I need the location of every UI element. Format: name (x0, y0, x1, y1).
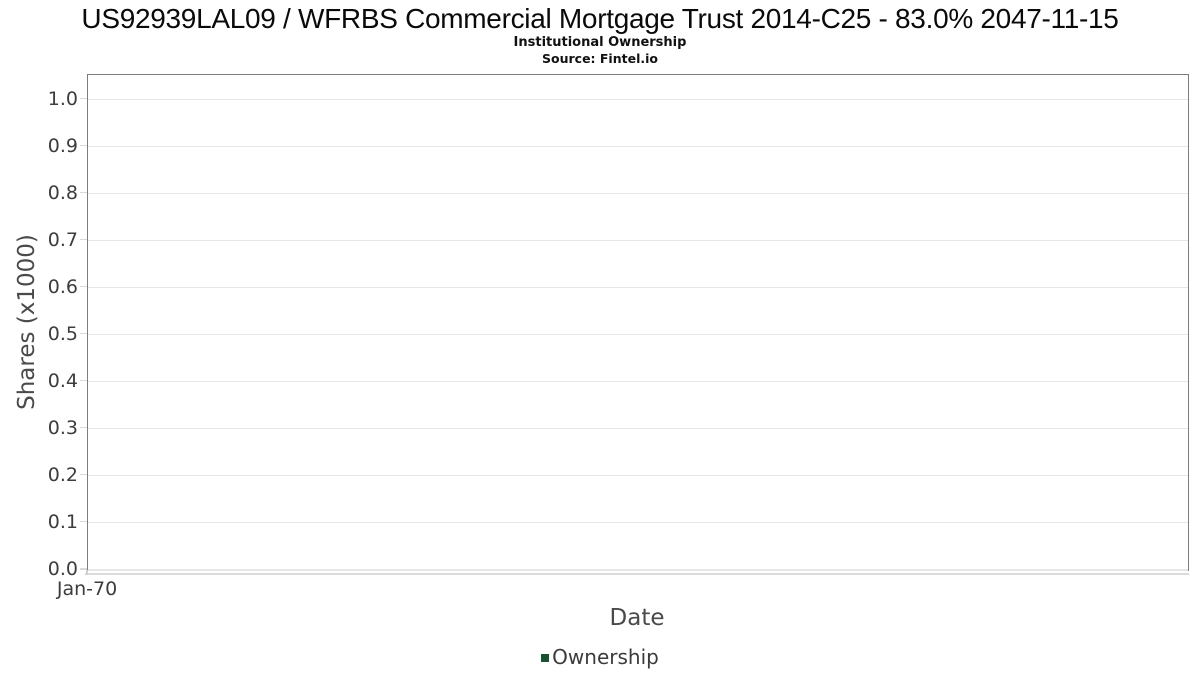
y-tick-mark (80, 238, 87, 241)
gridline (88, 521, 1188, 524)
x-axis-line (85, 573, 1189, 575)
ownership-legend-marker-icon (541, 654, 550, 662)
gridline (88, 98, 1188, 101)
y-tick-label: 0.7 (47, 228, 78, 251)
chart-title: US92939LAL09 / WFRBS Commercial Mortgage… (81, 3, 1119, 34)
y-tick-label: 0.3 (47, 416, 78, 439)
y-tick-mark (80, 473, 87, 476)
gridline (88, 474, 1188, 477)
gridline (88, 380, 1188, 383)
gridline (88, 192, 1188, 195)
y-tick-mark (80, 191, 87, 194)
gridline (88, 286, 1188, 289)
ownership-legend-label: Ownership (552, 645, 659, 669)
y-tick-mark (80, 568, 87, 570)
y-tick-label: 0.5 (47, 322, 78, 345)
y-tick-label: 0.9 (47, 134, 78, 157)
x-axis-label: Date (609, 605, 665, 631)
legend: Ownership (0, 645, 1200, 669)
y-tick-mark (80, 426, 87, 429)
y-tick-label: 1.0 (47, 87, 78, 110)
y-tick-mark (80, 97, 87, 100)
x-tick-label: Jan-70 (56, 578, 118, 600)
gridline (88, 569, 1188, 571)
y-tick-mark (80, 332, 87, 335)
y-tick-label: 0.0 (47, 558, 78, 580)
y-tick-label: 0.6 (47, 275, 78, 298)
y-tick-mark (80, 285, 87, 288)
y-tick-label: 0.8 (47, 181, 78, 204)
x-tick-mark (86, 570, 88, 575)
y-tick-label: 0.1 (47, 510, 78, 533)
y-tick-mark (80, 520, 87, 523)
y-tick-mark (80, 144, 87, 147)
gridline (88, 239, 1188, 242)
chart-subtitle: Institutional Ownership (513, 35, 687, 50)
chart-source-note: Source: Fintel.io (542, 51, 658, 66)
plot-area (87, 74, 1189, 571)
gridline (88, 145, 1188, 148)
y-tick-label: 0.2 (47, 463, 78, 486)
gridline (88, 427, 1188, 430)
y-tick-label: 0.4 (47, 369, 78, 392)
gridline (88, 333, 1188, 336)
y-tick-mark (80, 379, 87, 382)
y-axis-label: Shares (x1000) (14, 234, 40, 410)
